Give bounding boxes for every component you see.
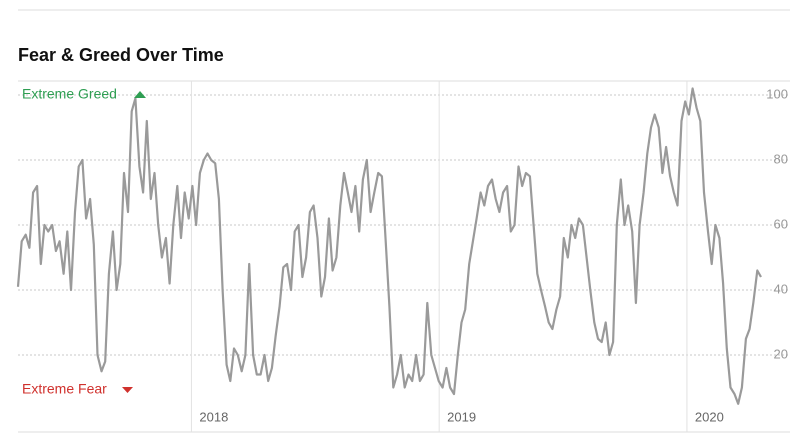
y-tick-label: 40: [774, 281, 788, 296]
y-tick-label: 100: [766, 86, 788, 101]
plot: 20 40 60 80 100 2018 2019 2020: [16, 81, 790, 432]
line-series: [16, 87, 762, 405]
x-tick-label: 2020: [695, 409, 724, 424]
y-tick-label: 20: [774, 346, 788, 361]
x-tick-label: 2018: [199, 409, 228, 424]
up-triangle: [134, 91, 146, 98]
y-tick-label: 80: [774, 151, 788, 166]
y-tick-label: 60: [774, 216, 788, 231]
down-triangle: [122, 387, 133, 393]
extreme-greed-label: Extreme Greed: [22, 86, 117, 102]
extreme-fear-label: Extreme Fear: [22, 381, 107, 397]
x-tick-label: 2019: [447, 409, 476, 424]
chart-title: Fear & Greed Over Time: [18, 45, 224, 65]
